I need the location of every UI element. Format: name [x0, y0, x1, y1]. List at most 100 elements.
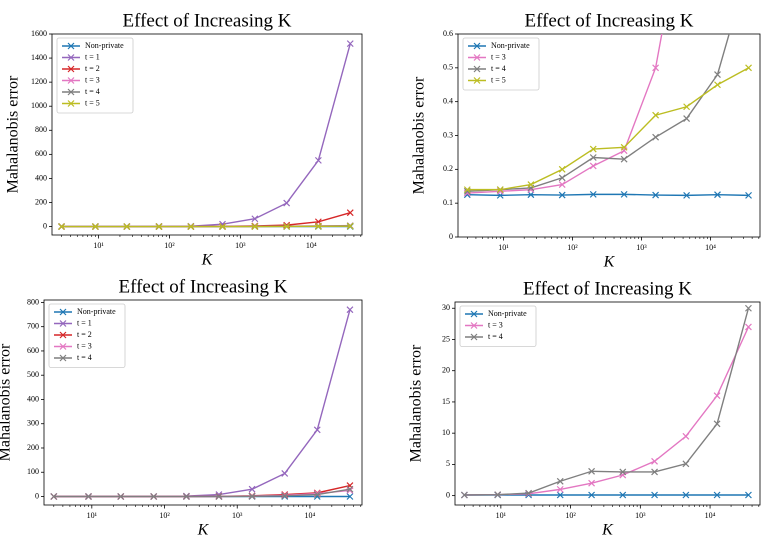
y-tick-label: 100: [27, 467, 39, 476]
point-marker: [281, 470, 289, 477]
point-marker: [556, 491, 564, 499]
legend-marker: [59, 343, 67, 350]
point-marker: [620, 155, 628, 163]
legend-box: [56, 37, 134, 114]
series-line: [467, 67, 749, 191]
point-marker: [589, 154, 597, 161]
y-axis-label: Mahalanobis error: [0, 343, 14, 461]
point-marker: [313, 426, 321, 434]
x-tick-label: 10²: [567, 243, 578, 252]
point-marker: [248, 485, 256, 493]
legend-label: t = 4: [491, 64, 506, 73]
point-marker: [589, 145, 597, 153]
x-tick-label: 10³: [232, 511, 243, 520]
axes-frame: [454, 301, 761, 506]
legend: Non-private t = 3 t = 4 t = 5: [462, 37, 540, 91]
legend-marker: [470, 333, 478, 341]
y-tick-label: 0.3: [443, 130, 453, 139]
x-tick-label: 10¹: [87, 511, 98, 520]
point-marker: [182, 493, 190, 500]
legend-label: t = 4: [77, 353, 92, 362]
y-tick-label: 25: [442, 334, 450, 343]
point-marker: [346, 209, 354, 217]
y-tick-label: 600: [35, 149, 47, 158]
series-line: [53, 488, 351, 498]
point-marker: [314, 222, 322, 230]
point-marker: [215, 493, 223, 500]
y-tick-label: 20: [442, 366, 450, 375]
legend-label: t = 4: [488, 332, 503, 341]
plot-area: [50, 306, 354, 500]
y-tick-label: 200: [35, 197, 47, 206]
title: Effect of Increasing K: [123, 10, 292, 31]
point-marker: [683, 103, 691, 111]
legend-label: t = 1: [85, 52, 100, 61]
point-marker: [460, 491, 468, 499]
x-tick-label: 10³: [635, 511, 646, 520]
series-line: [467, 193, 749, 197]
title: Effect of Increasing K: [119, 276, 288, 297]
point-marker: [558, 181, 566, 188]
subplot: 0 200 400 600 800 1000 1200 1400 1600 10¹ 10² 10³ 10…: [5, 10, 363, 269]
y-tick-label: 600: [27, 346, 39, 355]
point-marker: [155, 223, 163, 230]
x-tick-label: 10¹: [93, 241, 104, 250]
point-marker: [683, 191, 691, 199]
legend-marker: [67, 65, 75, 73]
point-marker: [91, 223, 99, 230]
y-tick-label: 0: [35, 491, 39, 500]
y-tick-label: 1400: [31, 53, 47, 62]
plot-area: [460, 304, 752, 499]
point-marker: [714, 81, 721, 89]
x-axis-label: K: [197, 522, 210, 536]
series-line: [61, 212, 351, 228]
point-marker: [496, 186, 504, 194]
point-marker: [150, 493, 158, 500]
point-marker: [714, 71, 721, 79]
point-marker: [745, 304, 752, 312]
point-marker: [346, 487, 354, 494]
legend-marker: [59, 308, 67, 316]
y-tick-label: 0: [446, 490, 450, 499]
y-tick-label: 800: [35, 125, 47, 134]
legend-label: t = 1: [77, 318, 92, 327]
point-marker: [713, 392, 721, 400]
point-marker: [463, 186, 471, 194]
y-tick-label: 5: [446, 459, 450, 468]
point-marker: [346, 40, 354, 48]
legend-marker: [67, 100, 75, 107]
y-axis-label: Mahalanobis error: [408, 344, 425, 462]
point-marker: [588, 491, 596, 499]
point-marker: [346, 485, 354, 493]
legend-box: [48, 303, 126, 368]
point-marker: [187, 223, 195, 230]
point-marker: [527, 191, 535, 199]
point-marker: [713, 491, 721, 499]
x-tick-label: 10¹: [496, 511, 507, 520]
y-tick-label: 800: [27, 297, 39, 306]
point-marker: [281, 492, 289, 500]
point-marker: [620, 190, 628, 198]
legend-label: t = 2: [85, 64, 100, 73]
x-tick-label: 10²: [565, 511, 576, 520]
point-marker: [745, 491, 752, 499]
legend-label: t = 3: [77, 341, 92, 350]
legend: Non-private t = 1 t = 2 t = 3 t = 4: [48, 303, 126, 368]
point-marker: [652, 133, 660, 141]
x-axis-label: K: [201, 252, 214, 269]
subplot: 0 100 200 300 400 500 600 700 800 10¹ 10² 10³ 10⁴ Eff…: [0, 276, 363, 536]
y-tick-label: 30: [442, 303, 450, 312]
x-tick-label: 10³: [636, 243, 647, 252]
axes-frame: [43, 299, 363, 506]
legend-marker: [470, 310, 478, 318]
y-tick-label: 0: [449, 232, 453, 241]
y-axis-label: Mahalanobis error: [411, 76, 428, 194]
x-tick-label: 10²: [164, 241, 175, 250]
plot-area: [463, 34, 752, 199]
y-tick-label: 200: [27, 443, 39, 452]
legend-label: t = 3: [491, 52, 506, 61]
point-marker: [589, 190, 597, 198]
legend-label: t = 3: [85, 75, 100, 84]
point-marker: [494, 491, 502, 499]
